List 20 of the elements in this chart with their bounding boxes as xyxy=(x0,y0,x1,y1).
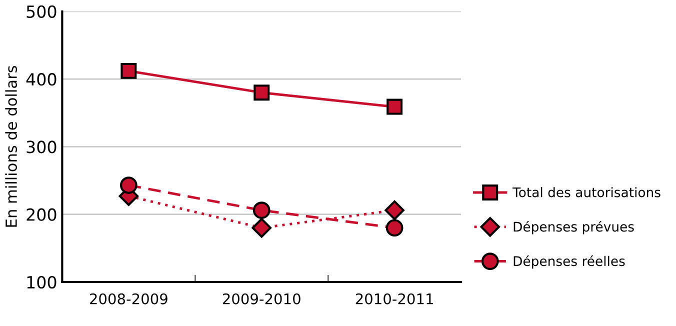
point xyxy=(386,98,403,115)
legend-label: Dépenses prévues xyxy=(514,220,634,234)
point xyxy=(254,84,270,101)
x-tick-label: 2010-2011 xyxy=(356,293,433,304)
y-tick-label: 400 xyxy=(26,73,56,86)
point xyxy=(252,218,272,238)
point xyxy=(120,62,137,79)
legend-label: Dépenses réelles xyxy=(514,255,625,269)
point xyxy=(386,219,404,237)
y-tick-label: 100 xyxy=(27,276,56,289)
point xyxy=(252,202,270,219)
point xyxy=(384,200,404,220)
y-axis-title: En millions de dollars xyxy=(5,66,18,227)
legend-label: Total des autorisations xyxy=(512,187,660,198)
y-tick-label: 500 xyxy=(26,5,56,18)
x-tick-label: 2008-2009 xyxy=(90,293,168,304)
x-tick-label: 2009-2010 xyxy=(222,293,300,304)
point xyxy=(120,176,138,194)
y-tick-label: 300 xyxy=(26,140,56,154)
y-tick-label: 200 xyxy=(26,208,56,221)
